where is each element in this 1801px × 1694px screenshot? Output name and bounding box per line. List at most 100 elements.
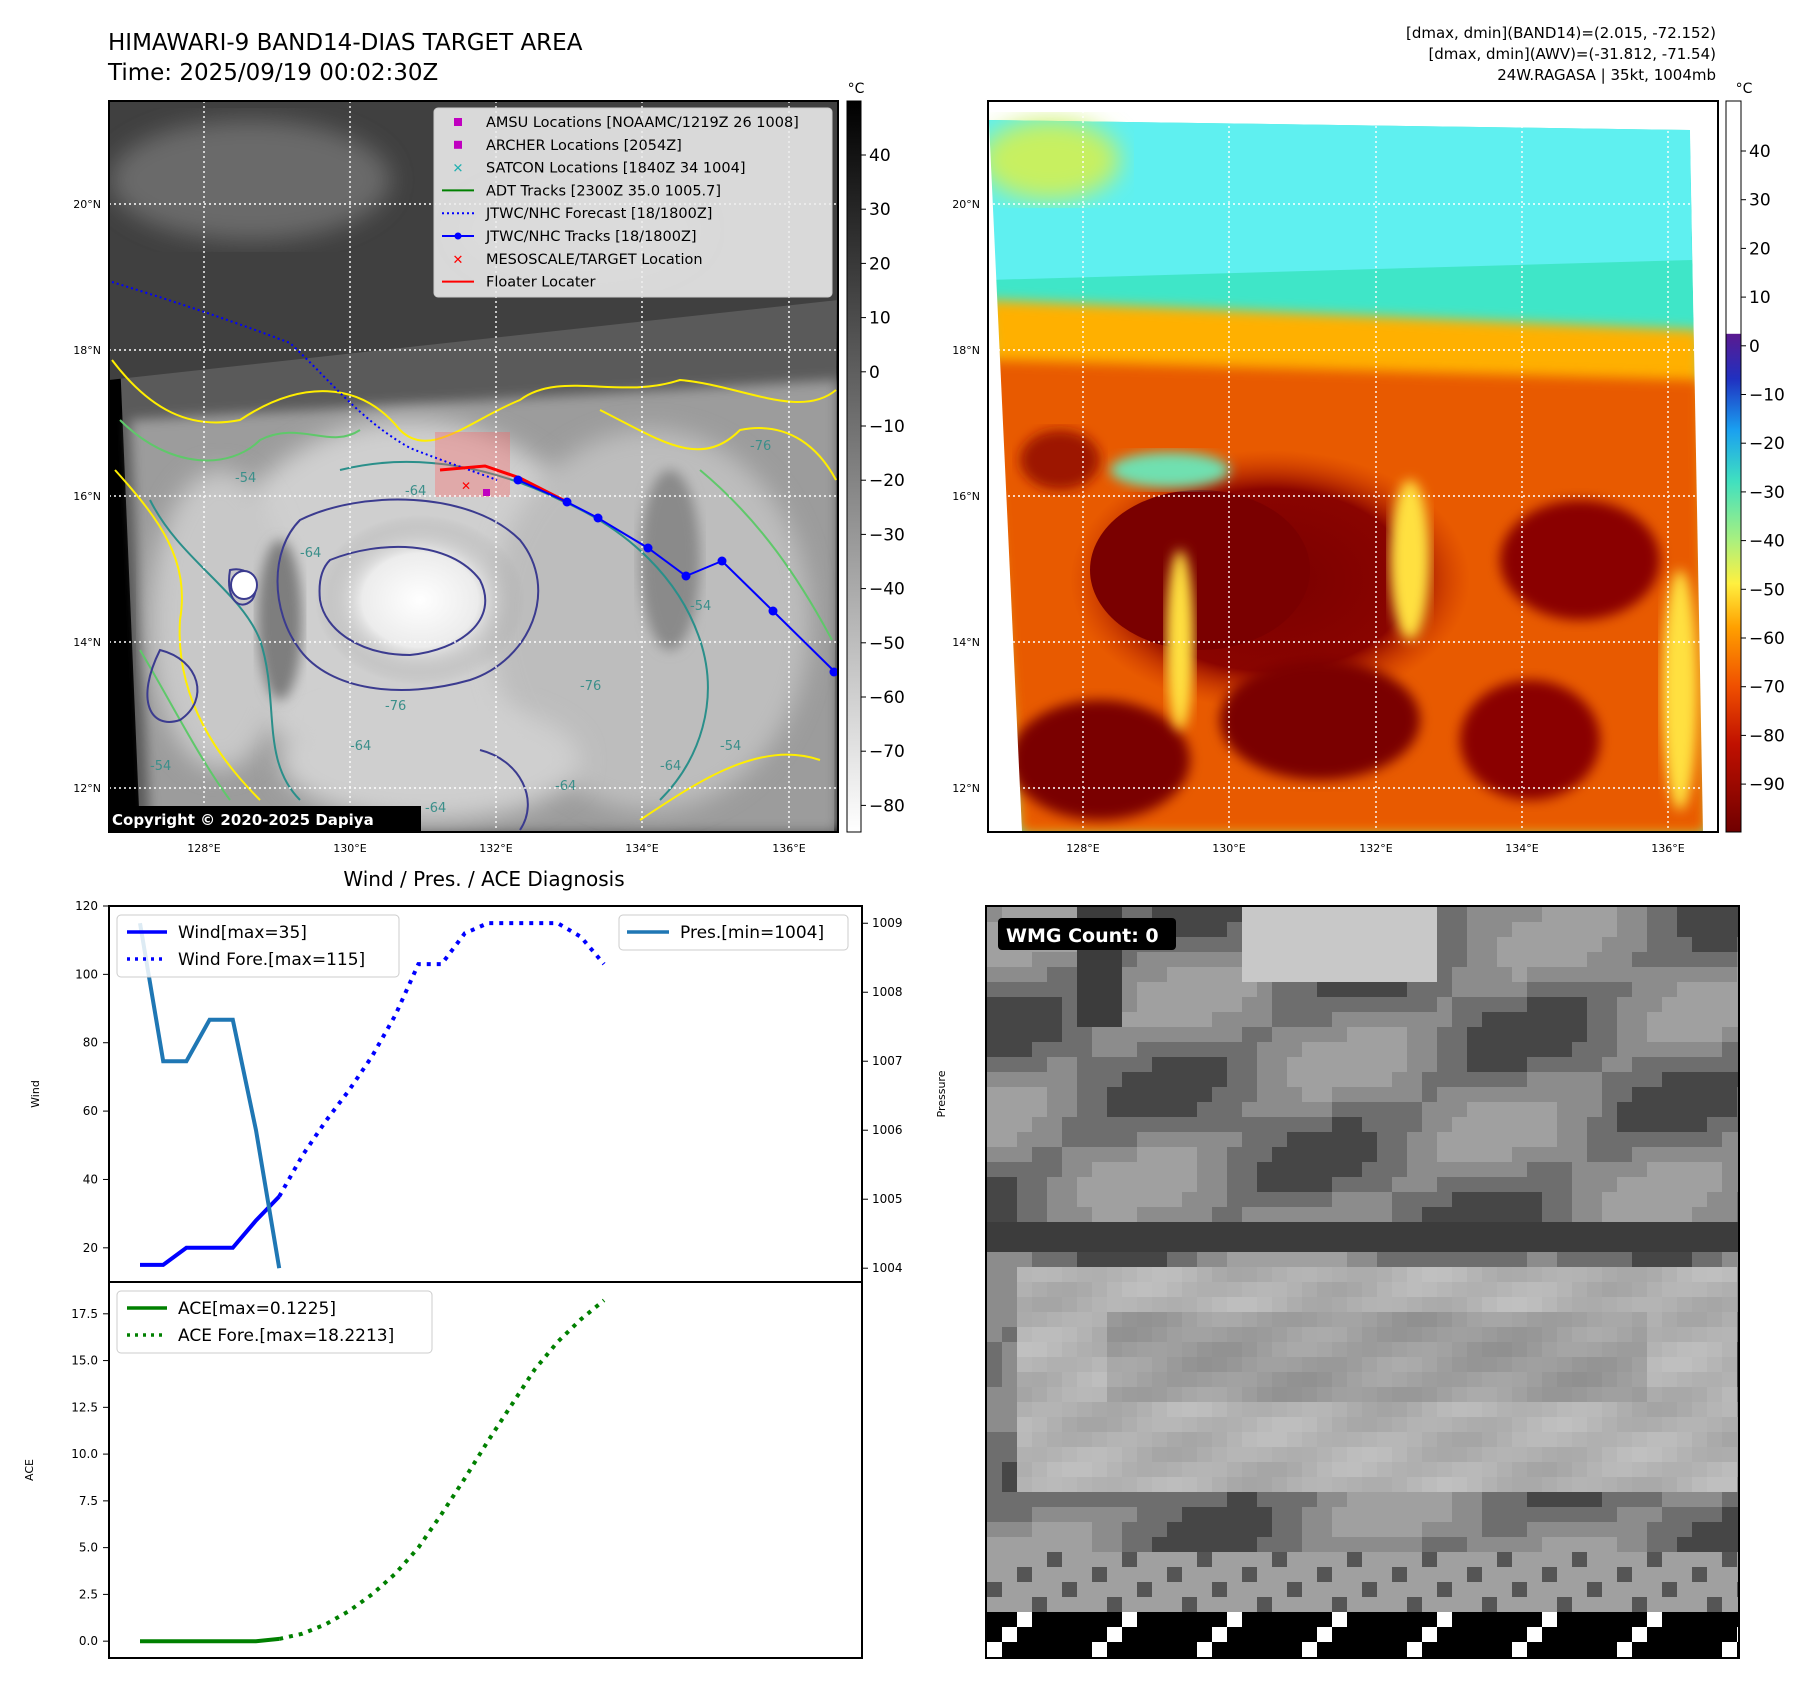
awv-colorbar-tick: 20 <box>1749 239 1771 259</box>
ir-legend-label: MESOSCALE/TARGET Location <box>486 252 703 268</box>
ace-line <box>140 1636 280 1644</box>
awv-lat-label: 14°N <box>952 636 980 649</box>
contour-label: -64 <box>350 739 371 754</box>
info-line-3: 24W.RAGASA | 35kt, 1004mb <box>1497 66 1716 84</box>
ir-lat-label: 20°N <box>73 198 101 211</box>
wind-legend-label: Wind[max=35] <box>178 923 307 943</box>
ace-ytick-label: 10.0 <box>71 1447 98 1461</box>
pressure-ytick-label: 1004 <box>872 1261 903 1275</box>
awv-imagery <box>988 101 1718 832</box>
ir-colorbar-tick: −40 <box>869 580 905 600</box>
ace-ytick-label: 7.5 <box>79 1494 98 1508</box>
pressure-ytick-label: 1009 <box>872 916 903 930</box>
ir-contours <box>111 359 837 831</box>
track-point <box>717 556 727 566</box>
pressure-axis-label: Pressure <box>935 1070 948 1117</box>
wind-ytick-label: 120 <box>75 899 98 913</box>
pressure-ytick-label: 1008 <box>872 985 903 999</box>
svg-text:✕: ✕ <box>453 162 464 177</box>
svg-text:✕: ✕ <box>453 253 464 268</box>
ir-colorbar-tick: 20 <box>869 254 891 274</box>
wind-yticks: 20 40 60 80 100 120 <box>75 899 109 1255</box>
ir-colorbar-ticks: 40 30 20 10 0 −10 −20 −30 −40 −50 −60 −70 −80 <box>861 146 905 816</box>
track-point <box>593 513 603 523</box>
wind-ytick-label: 100 <box>75 967 98 981</box>
ir-lat-label: 16°N <box>73 490 101 503</box>
floater-box <box>435 432 510 497</box>
ir-tracks: ✕ <box>111 281 839 677</box>
awv-map-frame <box>987 100 1719 833</box>
ir-legend-label: ADT Tracks [2300Z 35.0 1005.7] <box>486 183 721 199</box>
wind-ytick-label: 60 <box>83 1104 98 1118</box>
wind-legend: Wind[max=35] Wind Fore.[max=115] <box>116 914 400 978</box>
info-line-2: [dmax, dmin](AWV)=(-31.812, -71.54) <box>1428 45 1716 63</box>
ir-colorbar-tick: −30 <box>869 525 905 545</box>
pressure-ytick-label: 1007 <box>872 1054 903 1068</box>
target-location-marker: ✕ <box>461 479 471 493</box>
awv-colorbar-unit: °C <box>1736 81 1753 97</box>
ir-lat-label: 18°N <box>73 344 101 357</box>
contour-label: -76 <box>385 699 406 714</box>
contour-label: -54 <box>150 759 171 774</box>
wmg-frame <box>985 905 1740 1659</box>
ace-forecast-legend-label: ACE Fore.[max=18.2213] <box>178 1326 394 1346</box>
ir-legend-label: ARCHER Locations [2054Z] <box>486 138 682 154</box>
awv-lon-label: 132°E <box>1359 842 1392 855</box>
jtwc-forecast-track <box>111 281 498 481</box>
awv-colorbar-tick: −30 <box>1749 483 1785 503</box>
ace-ytick-label: 0.0 <box>79 1634 98 1648</box>
ir-lon-label: 136°E <box>772 842 805 855</box>
wmg-panel: WMG Count: 0 <box>985 905 1740 1659</box>
contour-label: -54 <box>235 471 256 486</box>
ir-colorbar-tick: −80 <box>869 796 905 816</box>
ace-ytick-label: 15.0 <box>71 1354 98 1368</box>
awv-colorbar-tick: −40 <box>1749 532 1785 552</box>
ir-cold-spot <box>230 570 258 600</box>
figure-title: HIMAWARI-9 BAND14-DIAS TARGET AREA <box>108 30 583 56</box>
contour-label: -76 <box>750 439 771 454</box>
awv-colorbar-tick: 10 <box>1749 288 1771 308</box>
contour-label: -64 <box>300 546 321 561</box>
awv-colorbar-tick: 0 <box>1749 337 1760 357</box>
ir-legend-label: AMSU Locations [NOAAMC/1219Z 26 1008] <box>486 115 799 131</box>
contour-label: -64 <box>425 801 446 816</box>
jtwc-track <box>517 479 837 674</box>
wind-axis-label: Wind <box>29 1080 42 1108</box>
ir-colorbar-tick: 30 <box>869 200 891 220</box>
ir-colorbar-tick: 40 <box>869 146 891 166</box>
pressure-ytick-label: 1006 <box>872 1123 903 1137</box>
track-point <box>513 475 523 485</box>
contour-label: -76 <box>580 679 601 694</box>
wmg-count-label: WMG Count: 0 <box>1006 925 1159 947</box>
wmg-cells <box>987 907 1738 1657</box>
ace-ytick-label: 12.5 <box>71 1400 98 1414</box>
ir-legend-label: SATCON Locations [1840Z 34 1004] <box>486 161 745 177</box>
ace-axis-label: ACE <box>23 1459 36 1481</box>
track-point <box>562 497 572 507</box>
ir-legend-label: JTWC/NHC Forecast [18/1800Z] <box>485 206 712 222</box>
ace-ytick-label: 17.5 <box>71 1307 98 1321</box>
wind-ytick-label: 40 <box>83 1172 98 1186</box>
ir-lon-label: 132°E <box>479 842 512 855</box>
awv-colorbar-tick: −80 <box>1749 726 1785 746</box>
awv-lon-label: 134°E <box>1505 842 1538 855</box>
awv-colorbar-tick: 40 <box>1749 142 1771 162</box>
awv-colorbar-ticks: 40 30 20 10 0 −10 −20 −30 −40 −50 −60 −70 −80 −90 <box>1741 142 1785 795</box>
figure-time: Time: 2025/09/19 00:02:30Z <box>107 60 438 86</box>
awv-lat-label: 18°N <box>952 344 980 357</box>
diagnosis-title: Wind / Pres. / ACE Diagnosis <box>343 867 624 891</box>
awv-lon-label: 128°E <box>1066 842 1099 855</box>
awv-colorbar-tick: 30 <box>1749 191 1771 211</box>
awv-lat-label: 20°N <box>952 198 980 211</box>
wind-ytick-label: 80 <box>83 1036 98 1050</box>
ir-colorbar-unit: °C <box>848 81 865 97</box>
awv-lon-labels: 128°E 130°E 132°E 134°E 136°E <box>1066 842 1684 855</box>
ir-colorbar-tick: −10 <box>869 417 905 437</box>
ir-colorbar <box>846 100 862 833</box>
pressure-legend-label: Pres.[min=1004] <box>680 923 824 943</box>
ir-lon-label: 130°E <box>333 842 366 855</box>
ir-legend-label: Floater Locater <box>486 275 595 291</box>
ir-colorbar-tick: −70 <box>869 742 905 762</box>
